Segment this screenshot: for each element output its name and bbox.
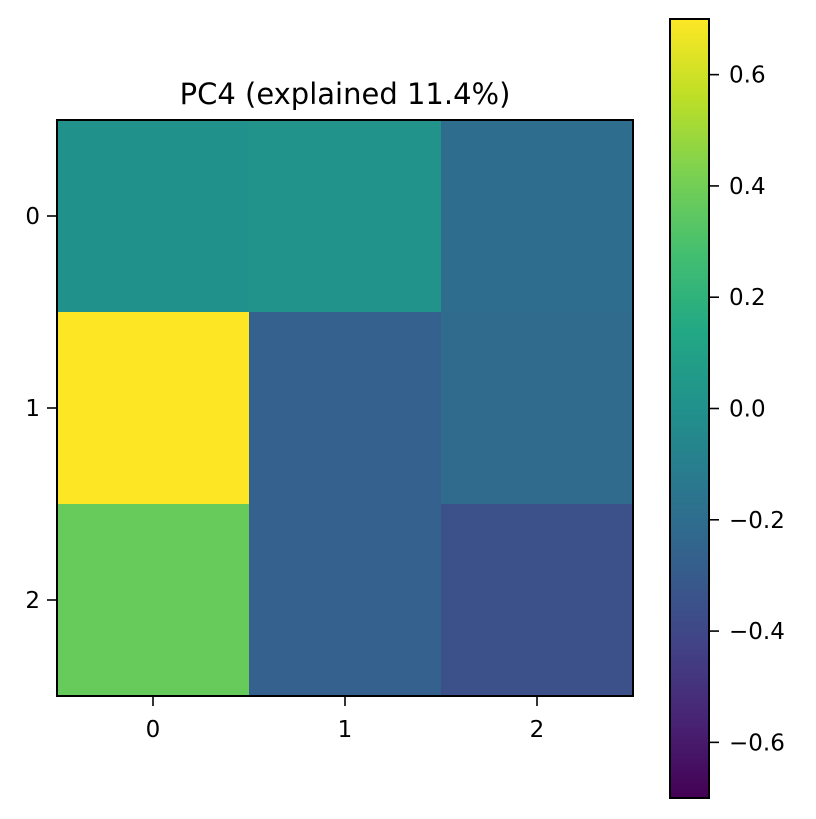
chart-title: PC4 (explained 11.4%) [180,77,511,111]
x-axis: 0 1 2 [146,696,545,743]
colorbar-tick-label: −0.2 [729,508,785,534]
heatmap-cell [441,504,634,697]
colorbar-tick-label: 0.4 [729,174,766,200]
colorbar-tick-label: 0.2 [729,285,766,311]
colorbar-tick-label: 0.6 [729,63,766,89]
x-tick-label: 0 [146,717,161,743]
heatmap-cell [57,312,250,505]
heatmap-cells [57,120,634,697]
colorbar-axis: 0.6 0.4 0.2 0.0 −0.2 −0.4 −0.6 [709,63,785,756]
heatmap-cell [57,120,250,313]
heatmap-cell [57,504,250,697]
colorbar-tick-label: −0.4 [729,619,785,645]
colorbar-tick-label: −0.6 [729,730,785,756]
y-axis: 0 1 2 [25,204,57,614]
heatmap-cell [249,312,442,505]
x-tick-label: 1 [338,717,353,743]
y-tick-label: 0 [25,204,40,230]
heatmap-cell [441,312,634,505]
x-tick-label: 2 [530,717,545,743]
y-tick-label: 2 [25,588,40,614]
heatmap-cell [441,120,634,313]
y-tick-label: 1 [25,396,40,422]
heatmap-cell [249,504,442,697]
colorbar-tick-label: 0.0 [729,397,766,423]
colorbar [669,18,710,799]
heatmap-cell [249,120,442,313]
